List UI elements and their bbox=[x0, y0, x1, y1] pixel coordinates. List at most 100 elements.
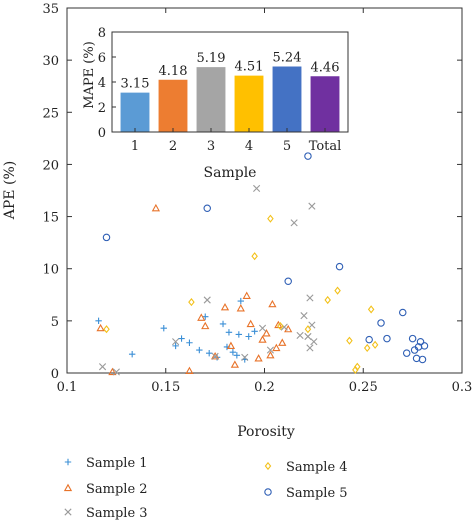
legend-marker-sample-4 bbox=[264, 461, 272, 471]
data-point-sample-4 bbox=[367, 305, 375, 314]
y-tick-label: 25 bbox=[42, 106, 59, 121]
data-point-sample-3 bbox=[203, 296, 211, 304]
data-point-sample-2 bbox=[201, 321, 210, 330]
legend-label-sample-2: Sample 2 bbox=[86, 482, 148, 497]
data-point-sample-1 bbox=[225, 329, 233, 336]
inset-x-tick-label: 1 bbox=[131, 139, 139, 154]
inset-y-tick-label: 2 bbox=[98, 101, 106, 116]
data-point-sample-2 bbox=[258, 335, 267, 343]
legend-label-sample-3: Sample 3 bbox=[86, 506, 148, 521]
legend-label-sample-1: Sample 1 bbox=[86, 456, 148, 471]
data-point-sample-4 bbox=[334, 286, 341, 295]
x-tick-label: 0.15 bbox=[151, 380, 180, 395]
data-point-sample-2 bbox=[185, 366, 194, 375]
data-point-sample-5 bbox=[284, 277, 292, 285]
data-point-sample-2 bbox=[226, 341, 236, 349]
data-point-sample-2 bbox=[151, 203, 161, 212]
data-point-sample-1 bbox=[95, 317, 102, 325]
bar-sample-3 bbox=[196, 67, 226, 132]
data-point-sample-5 bbox=[335, 262, 344, 271]
y-tick-label: 30 bbox=[42, 54, 59, 69]
inset-y-axis-label: MAPE (%) bbox=[82, 41, 97, 109]
data-point-sample-1 bbox=[128, 351, 136, 358]
inset-background bbox=[112, 32, 348, 132]
data-point-sample-4 bbox=[324, 295, 331, 305]
legend-marker-sample-1 bbox=[64, 458, 72, 466]
data-point-sample-1 bbox=[178, 335, 185, 342]
data-point-sample-5 bbox=[408, 334, 417, 343]
inset-x-tick-label: 4 bbox=[245, 139, 253, 154]
data-point-sample-1 bbox=[196, 346, 203, 354]
data-point-sample-4 bbox=[267, 214, 274, 223]
data-point-sample-1 bbox=[245, 333, 252, 340]
data-point-sample-4 bbox=[277, 321, 284, 331]
data-point-sample-4 bbox=[103, 325, 110, 334]
data-point-sample-3 bbox=[266, 346, 275, 354]
legend-label-sample-4: Sample 4 bbox=[286, 460, 348, 475]
data-point-sample-2 bbox=[268, 299, 277, 308]
y-tick-label: 35 bbox=[42, 2, 59, 17]
bar-sample-4 bbox=[234, 75, 264, 132]
data-point-sample-4 bbox=[304, 325, 312, 334]
data-point-sample-3 bbox=[98, 363, 107, 371]
data-point-sample-3 bbox=[306, 344, 314, 352]
inset-bar-chart: 3.15 1 4.18 2 5.19 3 4.51 4 5.24 5 4.46 Total 0 2 4 6 8… bbox=[82, 26, 349, 181]
bar-value-label: 5.19 bbox=[197, 51, 226, 66]
data-point-sample-5 bbox=[412, 354, 421, 363]
y-tick-label: 15 bbox=[42, 211, 59, 226]
data-point-sample-3 bbox=[296, 331, 304, 340]
x-tick-label: 0.25 bbox=[349, 380, 378, 395]
data-point-sample-4 bbox=[346, 336, 353, 345]
data-point-sample-5 bbox=[102, 233, 111, 242]
data-point-sample-2 bbox=[266, 350, 275, 359]
inset-x-tick-label: 3 bbox=[207, 139, 215, 154]
bar-sample-total bbox=[310, 76, 340, 132]
inset-bars: 3.15 1 4.18 2 5.19 3 4.51 4 5.24 5 4.46 Total bbox=[121, 51, 342, 155]
inset-y-tick-label: 6 bbox=[98, 51, 106, 66]
data-point-sample-3 bbox=[308, 202, 316, 210]
data-point-sample-5 bbox=[418, 355, 427, 364]
bar-value-label: 4.51 bbox=[235, 60, 264, 75]
data-point-sample-3 bbox=[310, 338, 318, 346]
data-point-sample-4 bbox=[363, 343, 371, 353]
data-point-sample-2 bbox=[272, 343, 281, 352]
data-point-sample-2 bbox=[96, 323, 105, 332]
y-tick-label: 20 bbox=[42, 158, 59, 173]
inset-y-tick-label: 0 bbox=[98, 126, 106, 141]
data-point-sample-4 bbox=[251, 252, 258, 261]
y-tick-label: 10 bbox=[42, 263, 59, 278]
inset-axes: 0 2 4 6 8 bbox=[98, 26, 349, 141]
inset-y-tick-label: 8 bbox=[98, 26, 106, 41]
data-point-sample-3 bbox=[211, 352, 219, 360]
data-point-sample-3 bbox=[258, 324, 267, 332]
data-point-sample-5 bbox=[416, 337, 425, 346]
main-y-axis-label: APE (%) bbox=[2, 161, 18, 220]
x-tick-label: 0.3 bbox=[452, 380, 473, 395]
data-point-sample-5 bbox=[420, 342, 429, 350]
legend-label-sample-5: Sample 5 bbox=[286, 486, 348, 501]
data-point-sample-5 bbox=[377, 319, 385, 327]
data-point-sample-1 bbox=[186, 339, 193, 346]
y-tick-label: 0 bbox=[51, 367, 59, 382]
bar-sample-1 bbox=[120, 92, 150, 132]
bar-sample-5 bbox=[272, 66, 302, 132]
data-point-sample-2 bbox=[254, 354, 263, 362]
data-point-sample-2 bbox=[278, 338, 287, 346]
data-point-sample-3 bbox=[241, 353, 249, 361]
legend: Sample 1 Sample 2 Sample 3 Sample 4 Sample 5 bbox=[63, 456, 348, 521]
data-point-sample-5 bbox=[304, 152, 312, 160]
data-point-sample-3 bbox=[308, 321, 316, 329]
x-tick-label: 0.2 bbox=[254, 380, 275, 395]
data-point-sample-1 bbox=[160, 324, 167, 332]
data-point-sample-3 bbox=[112, 368, 120, 376]
data-point-sample-2 bbox=[210, 351, 220, 360]
inset-x-tick-label: 5 bbox=[283, 139, 291, 154]
data-point-sample-2 bbox=[242, 291, 251, 299]
data-point-sample-3 bbox=[306, 294, 314, 302]
data-point-sample-1 bbox=[251, 328, 258, 335]
data-point-sample-2 bbox=[246, 319, 255, 328]
data-point-sample-3 bbox=[300, 312, 308, 320]
data-point-sample-1 bbox=[235, 331, 243, 338]
legend-marker-sample-3 bbox=[64, 508, 72, 516]
